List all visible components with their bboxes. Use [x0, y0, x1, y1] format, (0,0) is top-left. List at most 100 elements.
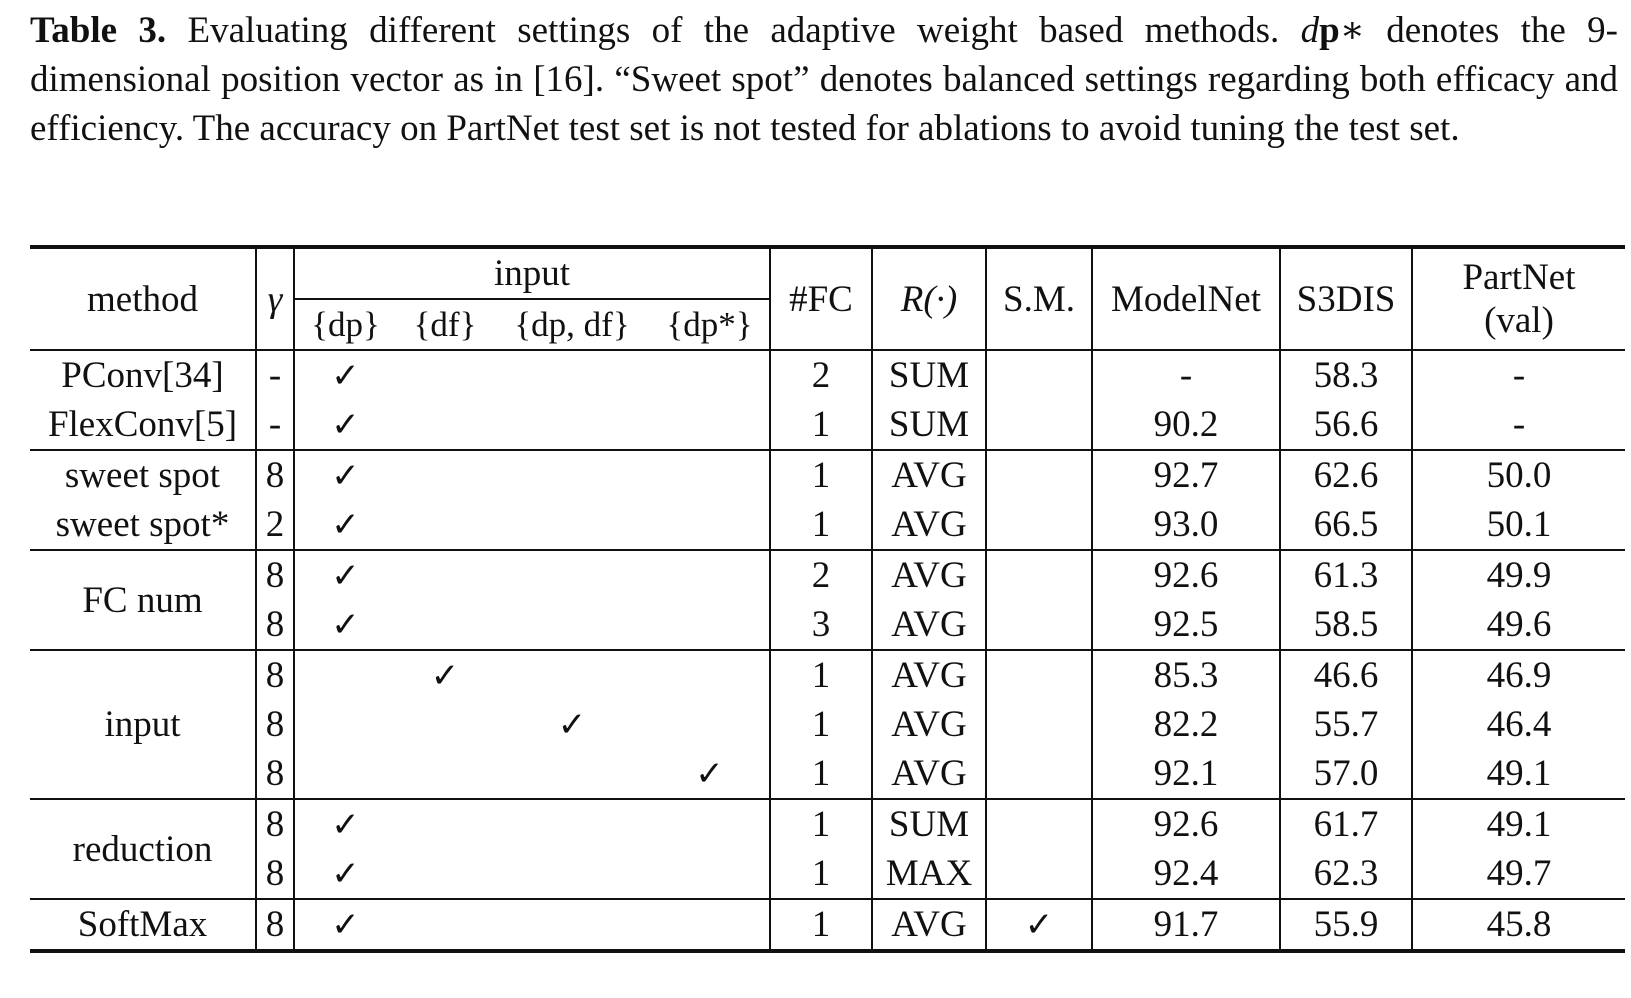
fc-cell: 2 — [770, 549, 873, 600]
input-check-cell: ✓ — [331, 504, 360, 545]
partnet-cell: - — [1412, 349, 1625, 400]
softmax-cell — [986, 600, 1093, 650]
s3dis-cell: 61.3 — [1280, 549, 1413, 600]
caption-dp-p: p — [1319, 10, 1340, 51]
gamma-cell: 2 — [256, 500, 295, 550]
input-check-cell: ✓ — [331, 853, 360, 894]
input-check-cell — [396, 700, 494, 749]
modelnet-cell: 85.3 — [1092, 649, 1281, 700]
s3dis-cell: 57.0 — [1280, 749, 1413, 799]
header-input: input — [294, 245, 771, 299]
header-input-df: {df} — [396, 298, 494, 350]
input-check-cell: ✓ — [294, 798, 396, 849]
input-check-cell — [650, 849, 771, 899]
header-input-dp: {dp} — [294, 298, 396, 350]
table-row: FC num 8 ✓ 2 AVG 92.6 61.3 49.9 — [30, 549, 1625, 650]
fc-cell: 1 — [770, 649, 873, 700]
header-partnet-line1: PartNet — [1462, 257, 1576, 298]
input-check-cell — [494, 349, 650, 400]
input-check-cell — [650, 700, 771, 749]
modelnet-cell: 91.7 — [1092, 898, 1281, 953]
input-check-cell: ✓ — [331, 604, 360, 645]
softmax-cell — [986, 849, 1093, 899]
fc-cell: 1 — [770, 449, 873, 500]
modelnet-cell: 92.6 — [1092, 549, 1281, 600]
s3dis-cell: 62.3 — [1280, 849, 1413, 899]
input-check-cell — [650, 500, 771, 550]
input-check-cell — [650, 649, 771, 700]
header-gamma: γ — [256, 245, 295, 350]
input-check-cell — [650, 549, 771, 600]
input-check-cell — [294, 649, 396, 700]
gamma-cell: 8 — [256, 798, 295, 849]
softmax-cell: ✓ — [986, 898, 1093, 953]
input-check-cell — [494, 500, 650, 550]
modelnet-cell: 92.4 — [1092, 849, 1281, 899]
fc-cell: 1 — [770, 798, 873, 849]
table-row: 8 ✓ 1 MAX 92.4 62.3 49.7 — [30, 849, 1625, 899]
method-cell: PConv[34] — [30, 349, 257, 400]
input-check-cell — [396, 449, 494, 500]
s3dis-cell: 46.6 — [1280, 649, 1413, 700]
gamma-cell: 8 — [256, 449, 295, 500]
caption-text-1: Evaluating different settings of the ada… — [166, 10, 1301, 51]
table-row: FlexConv[5] - ✓ 1 SUM 90.2 56.6- — [30, 400, 1625, 450]
fc-cell: 1 — [770, 700, 873, 749]
table-row: sweet spot 8 ✓ 1 AVG 92.7 62.6 50.0 — [30, 449, 1625, 500]
input-check-cell — [396, 600, 494, 650]
modelnet-cell: 92.7 — [1092, 449, 1281, 500]
table-row: sweet spot* 2 ✓ 1 AVG 93.0 66.5 50.1 — [30, 500, 1625, 550]
reduction-cell: AVG — [872, 749, 987, 799]
header-input-dp-star: {dp*} — [650, 298, 771, 350]
table-caption: Table 3. Evaluating different settings o… — [30, 6, 1618, 153]
input-check-cell — [650, 798, 771, 849]
input-check-cell — [494, 549, 650, 600]
gamma-cell: 8 — [256, 649, 295, 700]
partnet-cell: 49.7 — [1486, 853, 1552, 894]
partnet-cell: 50.1 — [1486, 504, 1552, 545]
s3dis-cell: 66.5 — [1280, 500, 1413, 550]
input-check-cell — [494, 898, 650, 953]
method-cell: FC num — [30, 549, 257, 650]
input-check-cell — [650, 449, 771, 500]
softmax-cell — [986, 500, 1093, 550]
header-s3dis: S3DIS — [1280, 245, 1413, 350]
partnet-cell: 49.9 — [1412, 549, 1625, 600]
reduction-cell: AVG — [872, 500, 987, 550]
header-partnet: PartNet (val) — [1412, 245, 1625, 350]
caption-dp-d: d — [1300, 10, 1320, 51]
softmax-cell — [986, 649, 1093, 700]
input-check-cell: ✓ — [294, 449, 396, 500]
s3dis-cell: 61.7 — [1280, 798, 1413, 849]
reduction-cell: SUM — [872, 400, 987, 450]
method-cell: input — [30, 649, 257, 799]
reduction-cell: MAX — [872, 849, 987, 899]
header-input-dp-df: {dp, df} — [494, 298, 650, 350]
softmax-cell — [986, 749, 1093, 799]
input-check-cell: ✓ — [396, 649, 494, 700]
input-check-cell — [294, 700, 396, 749]
input-check-cell — [494, 749, 650, 799]
method-cell: sweet spot* — [30, 500, 257, 550]
method-cell: reduction — [30, 798, 257, 899]
input-check-cell — [396, 349, 494, 400]
header-row-2: {dp} {df} {dp, df} {dp*} — [30, 298, 1625, 350]
method-cell: SoftMax — [30, 898, 257, 953]
modelnet-cell: 82.2 — [1092, 700, 1281, 749]
modelnet-cell: 90.2 — [1092, 400, 1281, 450]
modelnet-cell: 93.0 — [1092, 500, 1281, 550]
gamma-cell: 8 — [256, 600, 295, 650]
s3dis-cell: 58.3 — [1280, 349, 1413, 400]
softmax-cell — [986, 798, 1093, 849]
input-check-cell: ✓ — [294, 898, 396, 953]
gamma-cell: 8 — [256, 849, 295, 899]
gamma-cell: 8 — [256, 898, 295, 953]
input-check-cell: ✓ — [331, 404, 360, 445]
partnet-cell: 49.1 — [1412, 798, 1625, 849]
s3dis-cell: 62.6 — [1280, 449, 1413, 500]
input-check-cell — [396, 749, 494, 799]
reduction-cell: AVG — [872, 898, 987, 953]
input-check-cell — [650, 600, 771, 650]
table-row: 8 ✓ 3 AVG 92.5 58.5 49.6 — [30, 600, 1625, 650]
softmax-cell — [986, 400, 1093, 450]
